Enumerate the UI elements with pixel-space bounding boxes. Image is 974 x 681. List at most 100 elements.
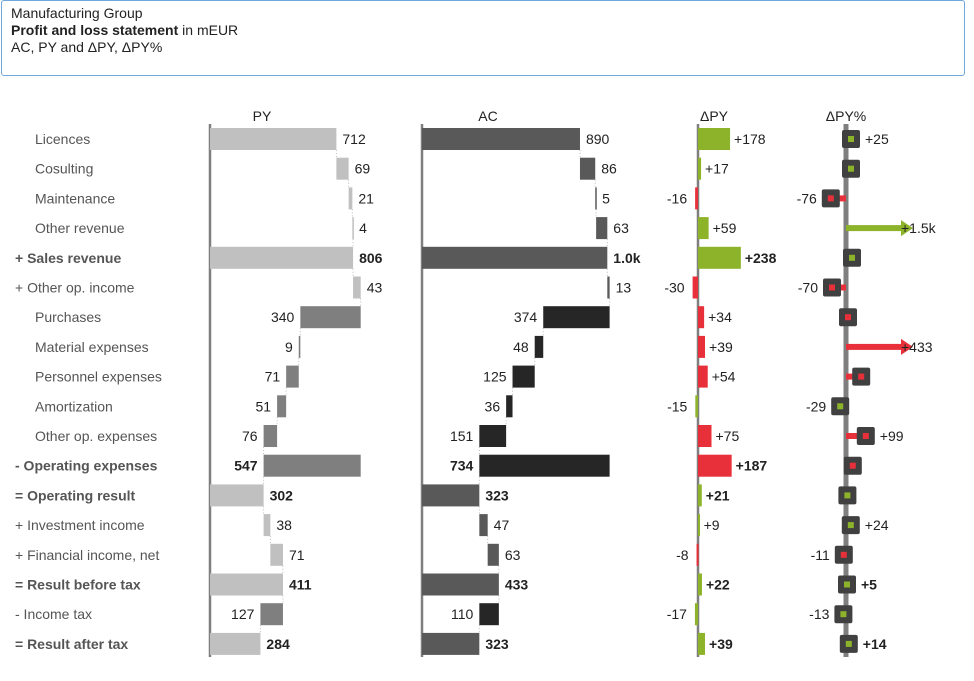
delta-bar-9 <box>695 395 698 418</box>
chart-subtitle: AC, PY and ΔPY, ΔPY% <box>11 39 163 55</box>
py-label-3: 4 <box>359 220 367 236</box>
delta-label-6: +34 <box>708 309 732 325</box>
ac-bar-2 <box>595 187 597 210</box>
delta-bar-12 <box>698 484 702 507</box>
ac-bar-17 <box>422 632 480 655</box>
delta-bar-6 <box>698 306 705 329</box>
py-bar-4 <box>210 246 354 269</box>
delta-label-15: +22 <box>706 577 730 593</box>
py-bar-5 <box>353 276 361 299</box>
delta-pct-marker-dot-8 <box>858 373 865 380</box>
ac-bar-15 <box>422 573 499 596</box>
delta-pct-marker-dot-16 <box>840 611 847 618</box>
py-label-16: 127 <box>231 606 255 622</box>
ac-label-15: 433 <box>505 577 529 593</box>
py-bar-1 <box>336 157 349 180</box>
delta-label-13: +9 <box>704 517 720 533</box>
delta-bar-11 <box>698 454 732 477</box>
ac-label-7: 48 <box>513 339 529 355</box>
py-bar-14 <box>270 543 283 566</box>
delta-bar-1 <box>698 157 702 180</box>
delta-pct-label-16: -13 <box>809 606 829 622</box>
chart-title: Profit and loss statement in mEUR <box>11 22 955 39</box>
delta-pct-arrow-3 <box>901 220 913 237</box>
delta-pct-label-7: +433 <box>901 339 933 355</box>
delta-bar-0 <box>698 128 731 150</box>
ac-label-12: 323 <box>485 487 509 503</box>
ac-label-3: 63 <box>613 220 629 236</box>
delta-bar-5 <box>692 276 698 299</box>
row-label-0: Licences <box>35 131 90 147</box>
ac-label-5: 13 <box>616 280 632 296</box>
py-label-12: 302 <box>270 487 294 503</box>
py-label-2: 21 <box>358 190 374 206</box>
delta-label-7: +39 <box>709 339 733 355</box>
row-label-7: Material expenses <box>35 339 149 355</box>
ac-bar-1 <box>579 157 596 180</box>
row-label-5: + Other op. income <box>15 280 135 296</box>
ac-label-13: 47 <box>494 517 510 533</box>
py-bar-0 <box>210 128 337 150</box>
delta-pct-marker-dot-1 <box>848 165 854 172</box>
ac-bar-6 <box>543 306 610 329</box>
py-label-9: 51 <box>256 398 272 414</box>
row-label-16: - Income tax <box>15 606 92 622</box>
delta-label-10: +75 <box>716 428 740 444</box>
py-bar-16 <box>260 603 283 626</box>
py-bar-7 <box>298 335 301 358</box>
delta-pct-marker-dot-2 <box>827 195 834 202</box>
py-label-14: 71 <box>289 547 305 563</box>
delta-pct-marker-dot-15 <box>844 581 850 588</box>
delta-bar-7 <box>698 335 706 358</box>
ac-label-10: 151 <box>450 428 474 444</box>
chart-title-unit: in mEUR <box>178 22 239 38</box>
ac-bar-3 <box>596 217 608 240</box>
delta-bar-15 <box>698 573 702 596</box>
delta-label-8: +54 <box>712 369 736 385</box>
ac-label-8: 125 <box>483 369 507 385</box>
delta-pct-label-10: +99 <box>880 428 904 444</box>
ac-bar-5 <box>607 276 610 299</box>
delta-label-0: +178 <box>734 131 766 147</box>
ac-bar-13 <box>479 514 488 537</box>
delta-bar-4 <box>698 246 741 269</box>
chart-header: Manufacturing Group Profit and loss stat… <box>1 0 965 76</box>
row-label-2: Maintenance <box>35 190 115 206</box>
delta-pct-marker-dot-9 <box>837 403 844 410</box>
delta-pct-label-14: -11 <box>811 547 830 563</box>
row-label-12: = Operating result <box>15 487 136 503</box>
delta-label-11: +187 <box>736 458 768 474</box>
py-bar-2 <box>348 187 353 210</box>
row-label-1: Cosulting <box>35 161 93 177</box>
delta-pct-marker-dot-0 <box>848 136 854 142</box>
delta-pct-marker-dot-5 <box>829 284 835 291</box>
ac-bar-12 <box>422 484 480 507</box>
delta-bar-13 <box>698 514 700 537</box>
py-label-10: 76 <box>242 428 258 444</box>
delta-pct-arrow-7 <box>901 338 913 355</box>
column-header-1: AC <box>478 108 497 124</box>
delta-pct-label-2: -76 <box>797 190 817 206</box>
row-label-10: Other op. expenses <box>35 428 157 444</box>
py-bar-9 <box>277 395 287 418</box>
py-bar-11 <box>263 454 361 477</box>
py-label-1: 69 <box>355 161 371 177</box>
delta-label-4: +238 <box>745 250 777 266</box>
ac-bar-16 <box>479 603 499 626</box>
delta-pct-label-0: +25 <box>865 131 889 147</box>
row-label-15: = Result before tax <box>15 577 141 593</box>
py-label-0: 712 <box>342 131 366 147</box>
chart-title-bold: Profit and loss statement <box>11 22 179 38</box>
ac-bar-9 <box>506 395 513 418</box>
ac-label-9: 36 <box>485 398 501 414</box>
delta-pct-label-5: -70 <box>798 280 818 296</box>
py-label-11: 547 <box>234 458 258 474</box>
ac-label-0: 890 <box>586 131 610 147</box>
delta-pct-marker-dot-14 <box>840 551 847 558</box>
delta-label-2: -16 <box>667 190 687 206</box>
delta-pct-pin-3 <box>846 225 901 232</box>
delta-pct-marker-dot-10 <box>862 433 869 439</box>
delta-pct-marker-dot-12 <box>844 492 851 499</box>
py-bar-12 <box>210 484 264 507</box>
column-header-3: ΔPY% <box>826 108 866 124</box>
